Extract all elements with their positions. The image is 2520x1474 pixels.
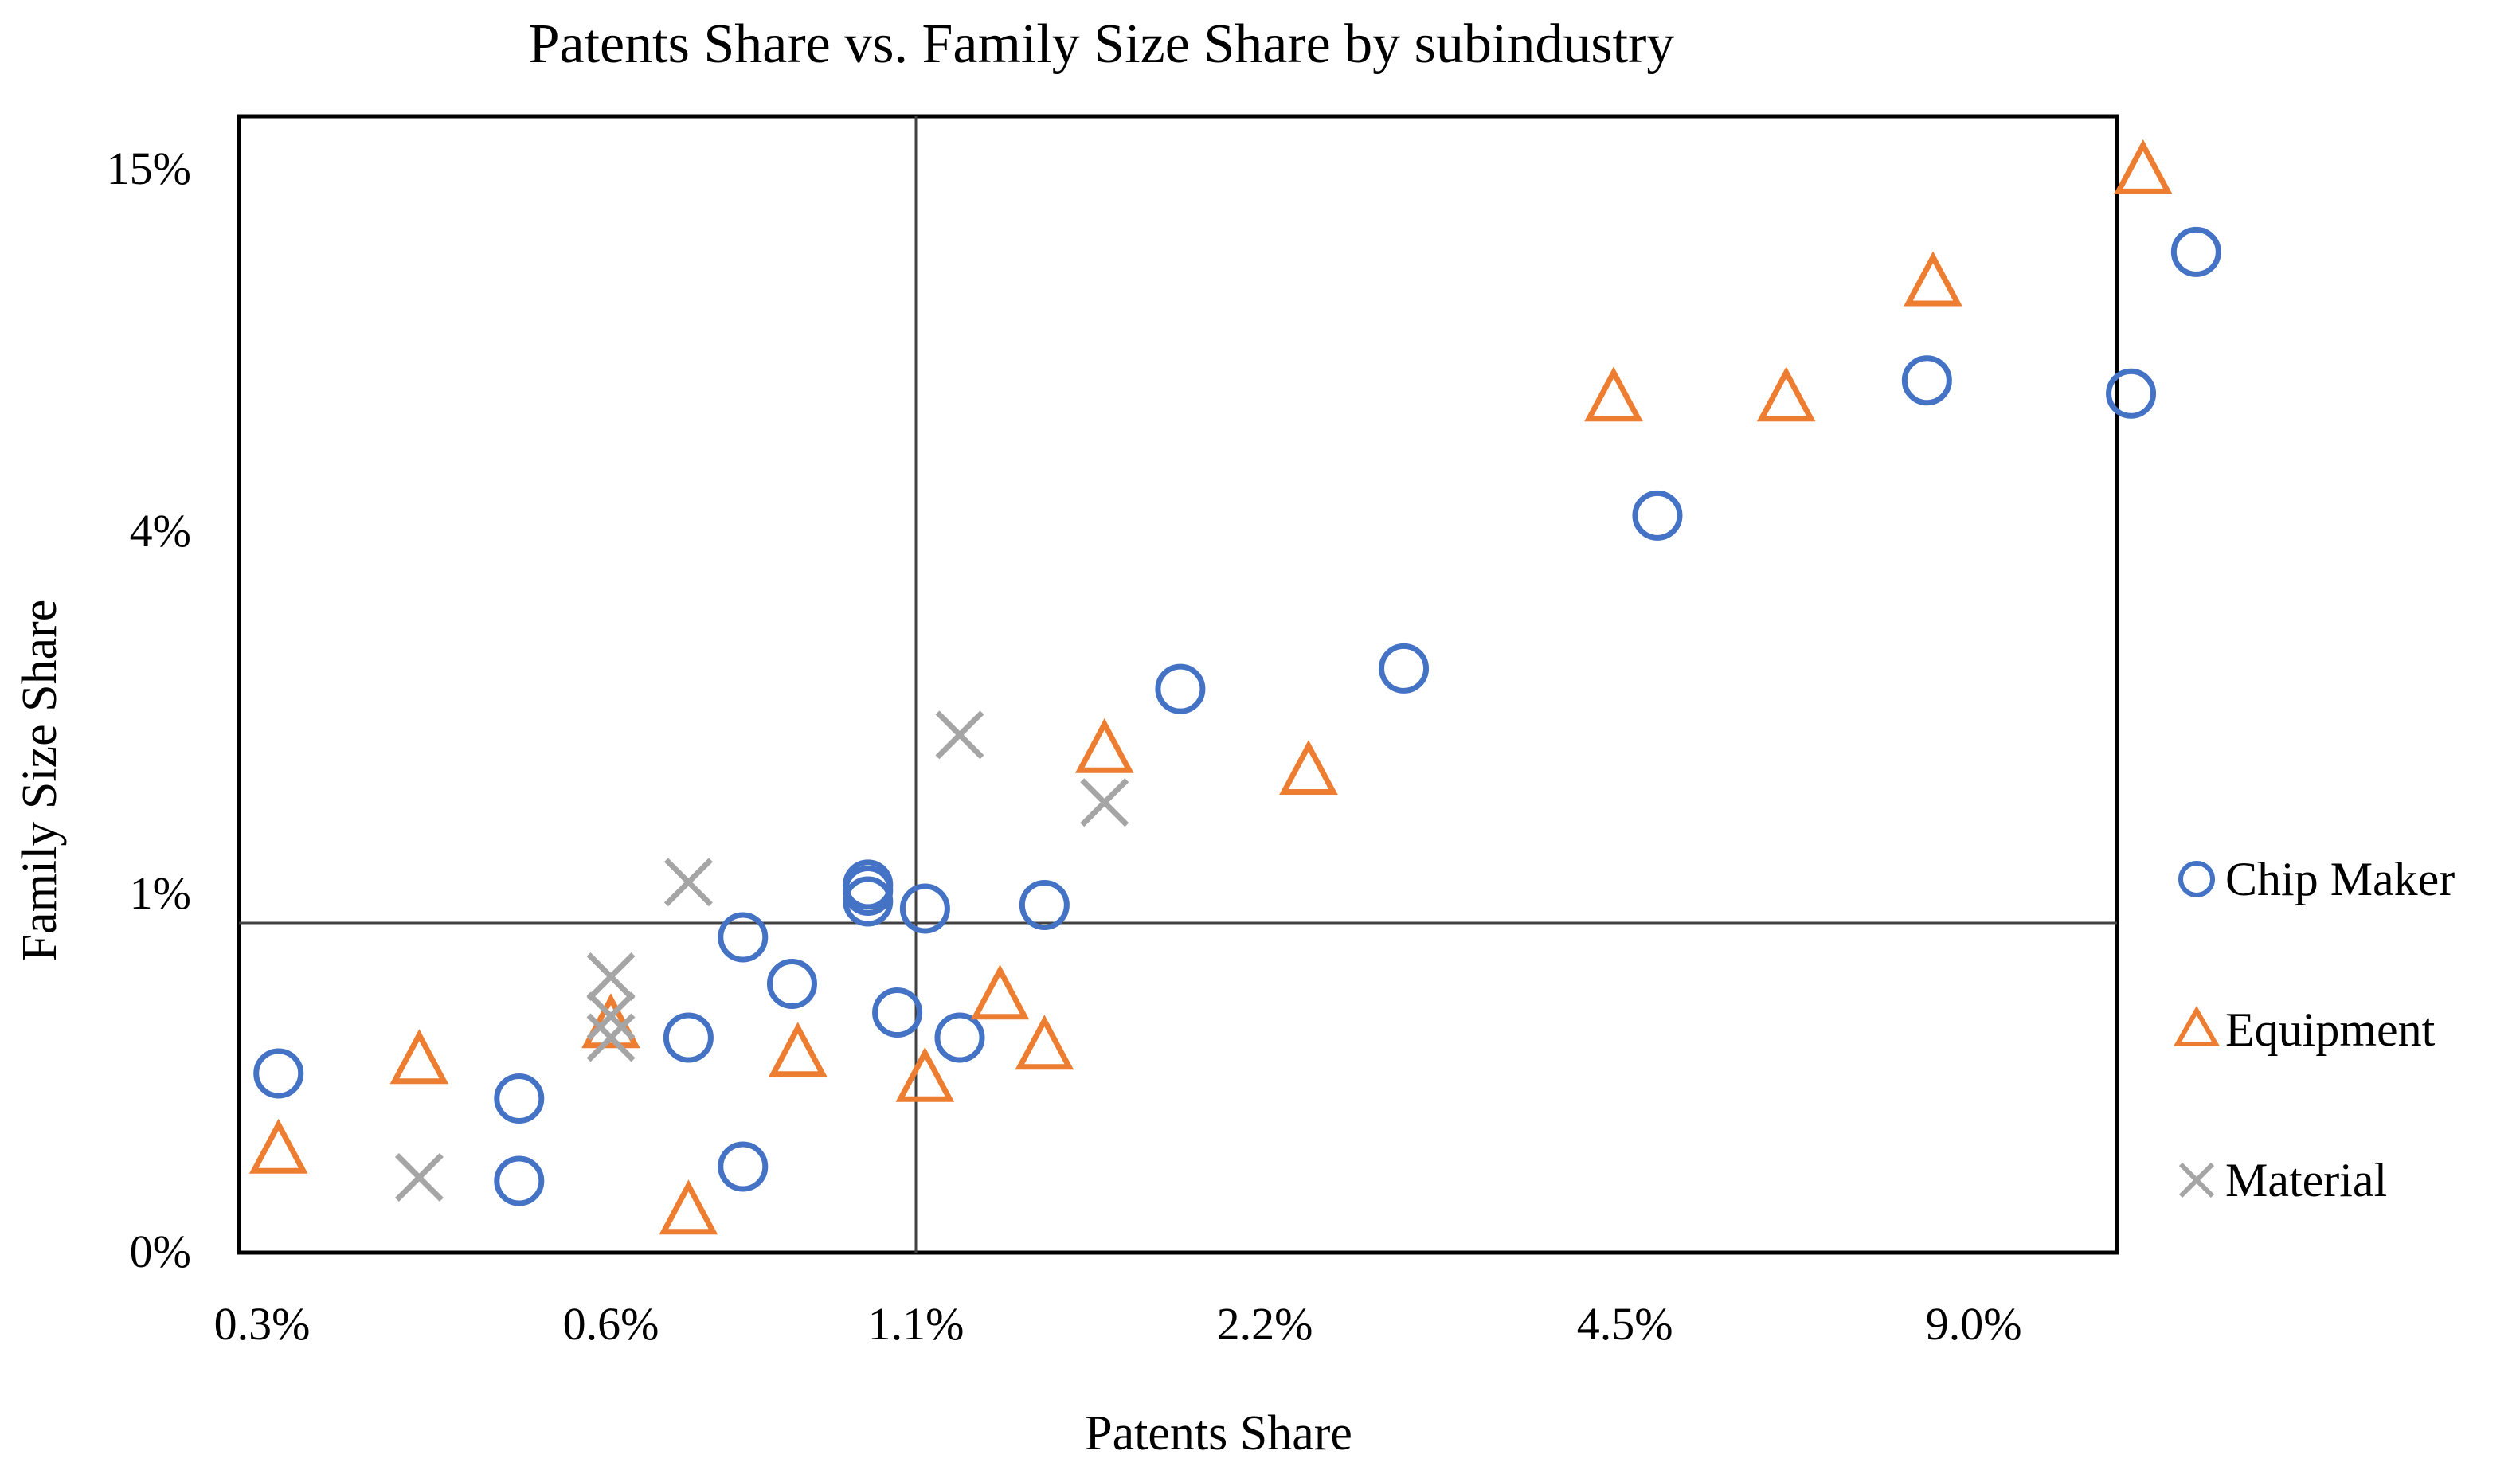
legend-label-equipment: Equipment xyxy=(2225,1003,2436,1056)
x-tick-label: 0.6% xyxy=(563,1298,659,1350)
chip-maker-point xyxy=(494,1155,545,1206)
chip-maker-point xyxy=(1155,663,1206,714)
equipment-point xyxy=(1584,366,1643,422)
chip-maker-point xyxy=(663,1012,714,1063)
legend: Chip Maker Equipment Material xyxy=(2173,853,2455,1206)
chip-maker-point xyxy=(1379,643,1430,694)
legend-marker-chip-maker xyxy=(2178,861,2215,897)
equipment-point xyxy=(1015,1015,1074,1070)
chip-maker-point xyxy=(718,1141,769,1192)
legend-item-material: Material xyxy=(2178,1154,2387,1206)
material-point xyxy=(586,1013,636,1062)
equipment-point xyxy=(768,1022,828,1077)
chip-maker-point xyxy=(253,1048,304,1099)
x-axis-title: Patents Share xyxy=(1085,1406,1352,1460)
y-tick-label: 0% xyxy=(130,1226,191,1277)
x-tick-label: 0.3% xyxy=(214,1298,311,1350)
material-point xyxy=(1080,778,1129,827)
chip-maker-point xyxy=(1632,490,1683,541)
equipment-point xyxy=(1904,251,1962,307)
legend-item-equipment: Equipment xyxy=(2173,1003,2436,1056)
data-points xyxy=(248,139,2221,1235)
equipment-point xyxy=(389,1029,449,1085)
y-tick-label: 4% xyxy=(130,505,191,557)
x-tick-label: 1.1% xyxy=(868,1298,965,1350)
material-point xyxy=(586,952,636,1001)
legend-marker-equipment xyxy=(2173,1005,2221,1046)
chip-maker-point xyxy=(494,1073,545,1124)
chart-title: Patents Share vs. Family Size Share by s… xyxy=(529,14,1675,75)
equipment-point xyxy=(1279,740,1338,796)
chip-maker-point xyxy=(1901,355,1952,406)
equipment-point xyxy=(895,1046,955,1102)
x-tick-label: 2.2% xyxy=(1217,1298,1313,1350)
legend-item-chip-maker: Chip Maker xyxy=(2178,853,2455,905)
equipment-point xyxy=(248,1118,308,1174)
material-point xyxy=(663,858,713,907)
legend-marker-material xyxy=(2178,1162,2215,1198)
chip-maker-point xyxy=(843,876,894,927)
y-tick-label: 1% xyxy=(130,867,191,919)
material-point xyxy=(935,710,984,760)
chip-maker-point xyxy=(934,1012,985,1063)
chip-maker-point xyxy=(872,987,923,1038)
chip-maker-point xyxy=(1019,880,1070,930)
material-point xyxy=(394,1153,444,1202)
plot-area xyxy=(237,114,2119,1255)
chip-maker-point xyxy=(718,912,769,963)
equipment-point xyxy=(970,964,1030,1020)
equipment-point xyxy=(1074,717,1134,773)
axis-ticks: 0.3% 0.6% 1.1% 2.2% 4.5% 9.0% 0% 1% 4% 15% xyxy=(107,143,2022,1350)
chip-maker-point xyxy=(766,959,817,1009)
x-tick-label: 9.0% xyxy=(1926,1298,2022,1350)
equipment-point xyxy=(1756,366,1816,422)
plot-border xyxy=(237,114,2119,1255)
chip-maker-point xyxy=(899,883,950,934)
legend-label-material: Material xyxy=(2225,1154,2387,1206)
material-point xyxy=(586,991,636,1041)
equipment-point xyxy=(2113,139,2173,194)
chip-maker-point xyxy=(2170,226,2221,277)
y-tick-label: 15% xyxy=(107,143,191,194)
equipment-point xyxy=(659,1179,718,1235)
legend-label-chip-maker: Chip Maker xyxy=(2225,853,2455,905)
chip-maker-point xyxy=(2106,368,2157,419)
x-tick-label: 4.5% xyxy=(1577,1298,1673,1350)
y-axis-title: Family Size Share xyxy=(13,600,67,962)
